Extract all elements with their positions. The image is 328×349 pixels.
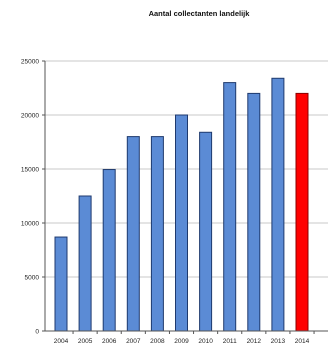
x-tick-label: 2010 — [198, 338, 213, 345]
bar-2010 — [199, 131, 213, 332]
bar-2004 — [54, 236, 68, 332]
bar-2008 — [150, 136, 164, 332]
x-tick-label: 2006 — [102, 338, 117, 345]
chart-title: Aantal collectanten landelijk — [148, 9, 250, 18]
x-tick-label: 2009 — [174, 338, 189, 345]
bars — [54, 77, 309, 332]
bar-2005 — [78, 195, 92, 332]
y-tick-label: 25000 — [21, 58, 39, 65]
x-tick-label: 2014 — [295, 338, 310, 345]
bar-2009 — [175, 114, 188, 332]
bar-2011 — [223, 82, 237, 332]
bar-2006 — [102, 169, 116, 332]
y-tick-label: 15000 — [21, 166, 39, 173]
x-tick-label: 2013 — [271, 338, 286, 345]
x-tick-label: 2011 — [223, 338, 237, 345]
x-tick-label: 2012 — [247, 338, 262, 345]
x-tick-label: 2008 — [150, 338, 165, 345]
bar-2007 — [126, 136, 140, 332]
x-tick-label: 2007 — [126, 338, 141, 345]
y-tick-label: 5000 — [25, 274, 40, 281]
bar-2014 — [295, 92, 309, 332]
axes — [42, 60, 328, 334]
y-tick-label: 20000 — [21, 112, 39, 119]
x-tick-label: 2005 — [78, 338, 93, 345]
y-tick-label: 10000 — [21, 220, 39, 227]
tick-labels: 0 5000 10000 15000 20000 25000 2004 2005 2006 200… — [21, 58, 310, 345]
bar-2013 — [271, 77, 285, 332]
bar-2012 — [247, 92, 261, 332]
x-tick-label: 2004 — [54, 338, 69, 345]
y-tick-label: 0 — [35, 328, 39, 335]
